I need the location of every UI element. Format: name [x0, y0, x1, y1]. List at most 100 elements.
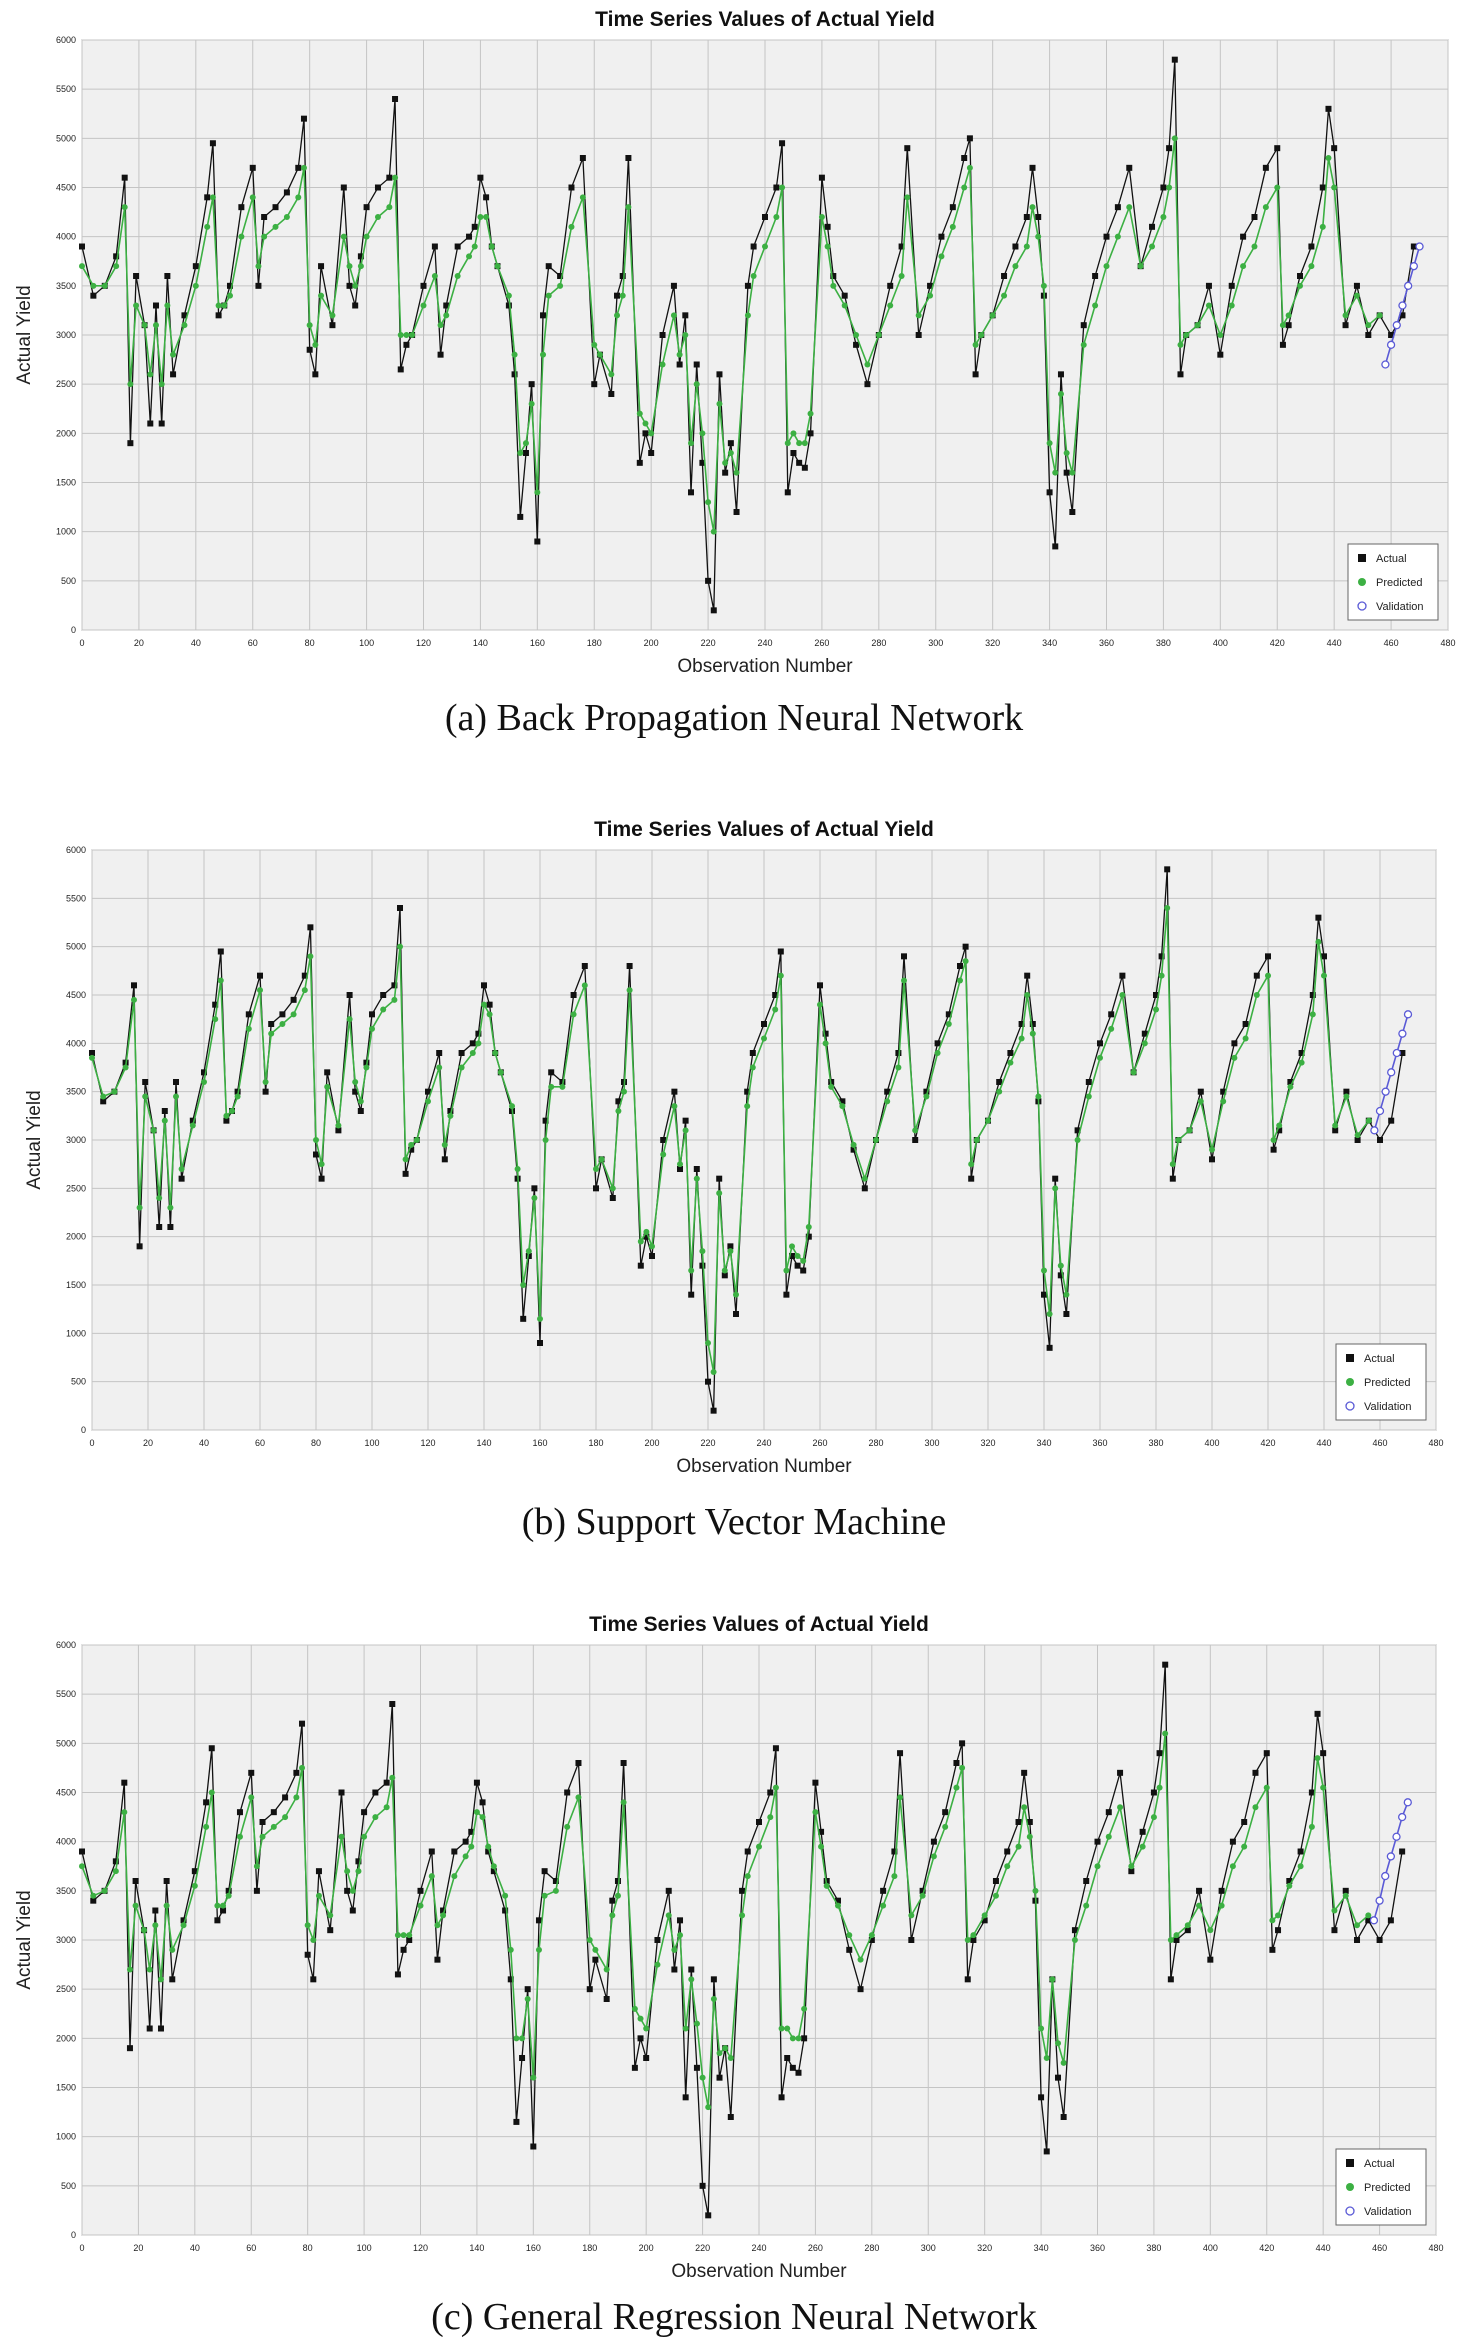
data-point-predicted	[310, 1937, 317, 1943]
data-point-actual	[90, 1897, 97, 1904]
data-point-predicted	[192, 282, 199, 289]
data-point-actual	[557, 273, 564, 279]
data-point-predicted	[146, 1966, 153, 1973]
gridlines	[91, 849, 1437, 1431]
data-point-actual	[1150, 1789, 1157, 1796]
series-line-predicted	[91, 907, 1370, 1373]
data-point-predicted	[992, 1892, 999, 1899]
data-point-predicted	[1063, 450, 1070, 456]
data-point-actual	[1331, 1927, 1338, 1934]
data-point-predicted	[868, 1932, 875, 1939]
data-point-predicted	[864, 361, 871, 368]
series-validation	[1369, 1798, 1412, 1925]
data-point-predicted	[1119, 992, 1126, 998]
data-point-predicted	[524, 1996, 531, 2002]
data-point-predicted	[346, 1016, 353, 1023]
data-point-predicted	[391, 996, 398, 1003]
data-point-actual	[158, 420, 165, 427]
data-point-predicted	[468, 1843, 475, 1850]
data-point-actual	[800, 1267, 807, 1274]
data-point-predicted	[795, 2035, 802, 2042]
data-point-validation	[1403, 1010, 1413, 1019]
data-point-actual	[1365, 1917, 1372, 1924]
data-point-predicted	[90, 282, 97, 289]
data-point-actual	[564, 1789, 571, 1796]
data-point-actual	[750, 243, 757, 250]
data-point-predicted	[1167, 1937, 1174, 1943]
data-point-validation	[1375, 1896, 1384, 1905]
data-point-actual	[626, 963, 633, 969]
data-point-actual	[357, 253, 364, 260]
data-point-actual	[189, 1117, 196, 1124]
data-point-predicted	[721, 1267, 728, 1274]
data-point-actual	[603, 1996, 610, 2002]
data-point-predicted	[352, 282, 359, 289]
y-tick-label: 2000	[56, 2033, 76, 2043]
data-point-actual	[992, 1878, 999, 1884]
data-point-actual	[637, 1262, 644, 1269]
data-point-actual	[1141, 1030, 1148, 1037]
data-point-predicted	[853, 332, 860, 338]
data-point-actual	[1207, 1956, 1214, 1963]
data-point-actual	[225, 1887, 232, 1894]
data-point-predicted	[596, 351, 603, 358]
data-point-actual	[1229, 1838, 1236, 1845]
data-point-predicted	[676, 351, 683, 358]
data-point-predicted	[1032, 1887, 1039, 1894]
data-point-predicted	[307, 953, 314, 960]
x-tick-label: 260	[812, 1438, 827, 1448]
data-point-predicted	[790, 430, 797, 437]
data-point-predicted	[295, 194, 302, 201]
data-point-predicted	[1251, 243, 1258, 250]
data-point-predicted	[1229, 1863, 1236, 1870]
data-point-predicted	[1196, 1902, 1203, 1909]
legend-marker-predicted	[1346, 2183, 1354, 2191]
data-point-actual	[953, 1760, 960, 1766]
data-point-actual	[1387, 1917, 1394, 1924]
data-point-actual	[671, 1966, 678, 1973]
data-point-predicted	[221, 302, 228, 309]
data-point-validation	[1381, 1087, 1390, 1096]
y-tick-label: 4000	[56, 1837, 76, 1847]
data-point-predicted	[846, 1932, 853, 1939]
data-point-actual	[660, 1137, 667, 1143]
data-point-actual	[483, 194, 490, 201]
x-tick-label: 200	[644, 638, 659, 648]
data-point-actual	[727, 1243, 734, 1250]
data-point-predicted	[620, 1799, 627, 1806]
x-tick-label: 320	[977, 2243, 992, 2253]
data-point-predicted	[178, 1166, 185, 1172]
data-point-predicted	[437, 322, 444, 329]
data-point-predicted	[1035, 233, 1042, 240]
data-point-predicted	[253, 1863, 260, 1870]
data-point-actual	[710, 1407, 717, 1414]
data-point-actual	[593, 1185, 599, 1192]
data-point-actual	[1083, 1878, 1090, 1884]
data-point-actual	[121, 174, 128, 181]
data-point-actual	[1388, 332, 1395, 338]
legend-marker-actual	[1346, 2159, 1354, 2167]
data-point-predicted	[531, 1195, 538, 1201]
data-point-predicted	[772, 1006, 779, 1013]
data-point-predicted	[972, 341, 979, 348]
data-point-predicted	[654, 1961, 661, 1968]
data-point-predicted	[257, 987, 263, 994]
data-point-actual	[477, 174, 484, 181]
data-point-predicted	[688, 440, 695, 447]
data-point-predicted	[621, 1088, 627, 1095]
data-point-predicted	[485, 1843, 492, 1850]
data-point-predicted	[262, 1079, 269, 1085]
data-point-actual	[649, 1253, 655, 1259]
data-point-predicted	[502, 1892, 509, 1899]
data-point-predicted	[637, 1238, 644, 1245]
y-tick-label: 5500	[66, 893, 86, 903]
data-point-actual	[581, 963, 588, 969]
data-point-predicted	[466, 253, 473, 260]
data-point-predicted	[1241, 1843, 1248, 1850]
x-tick-label: 180	[587, 638, 602, 648]
y-axis-label: Actual Yield	[14, 1890, 35, 1989]
data-point-predicted	[318, 1161, 325, 1168]
legend: Actual Predicted Validation	[1347, 543, 1439, 621]
data-point-actual	[1001, 273, 1008, 279]
x-tick-label: 80	[303, 2243, 313, 2253]
